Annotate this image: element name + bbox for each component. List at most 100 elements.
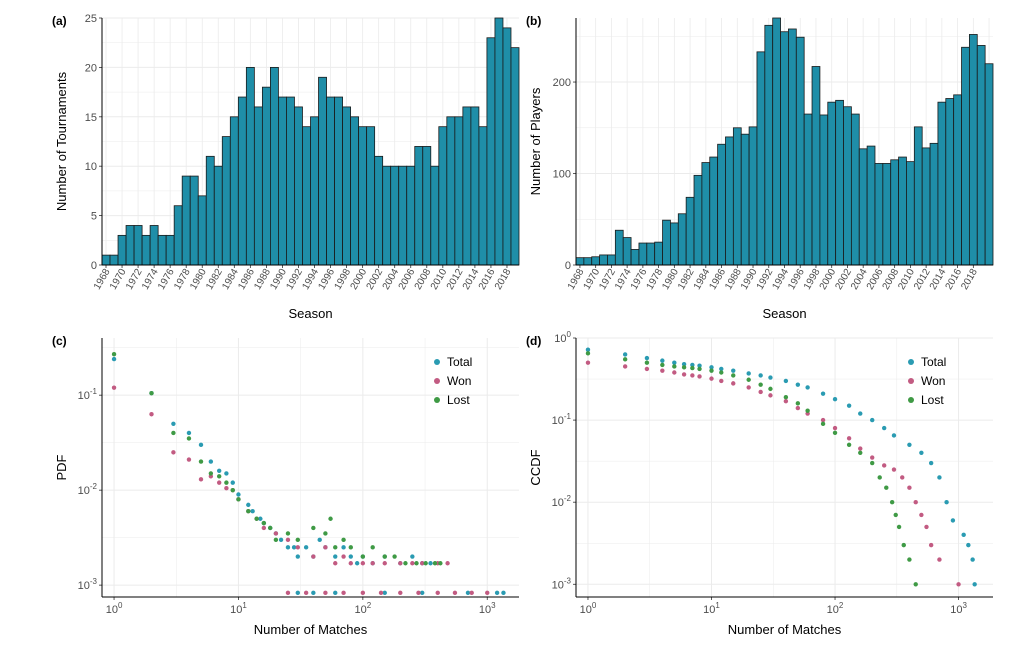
bar — [709, 156, 719, 266]
data-point-won — [370, 561, 375, 566]
data-point-lost — [438, 561, 443, 566]
bar — [173, 205, 183, 266]
data-point-won — [795, 405, 801, 411]
y-tick-label: 5 — [91, 211, 97, 223]
data-point-total — [111, 356, 117, 362]
bar — [858, 148, 868, 266]
data-point-won — [585, 360, 591, 365]
data-point-total — [870, 417, 875, 423]
bar — [157, 234, 167, 266]
y-tick-label: 100 — [554, 330, 571, 345]
bar — [165, 234, 175, 266]
data-point-total — [907, 442, 912, 448]
bar — [614, 229, 624, 266]
bar — [302, 126, 311, 266]
bar — [213, 165, 223, 266]
data-point-total — [937, 475, 942, 480]
data-point-total — [428, 561, 433, 566]
legend-label: Won — [921, 374, 945, 388]
bar — [197, 195, 207, 266]
data-point-won — [731, 381, 736, 386]
legend-marker-total — [908, 359, 914, 365]
data-point-won — [858, 446, 863, 451]
legend-marker-lost — [434, 397, 440, 403]
data-point-lost — [341, 537, 346, 543]
data-point-lost — [254, 516, 259, 521]
data-point-total — [333, 554, 338, 559]
bar — [795, 36, 805, 266]
data-point-won — [149, 412, 154, 417]
data-point-lost — [285, 531, 291, 536]
data-point-total — [258, 516, 263, 521]
bar — [984, 63, 994, 266]
data-point-lost — [795, 401, 801, 406]
data-point-won — [410, 561, 415, 566]
data-point-lost — [805, 408, 810, 413]
data-point-total — [295, 590, 301, 596]
bar — [575, 257, 585, 266]
data-point-total — [230, 480, 235, 485]
data-point-won — [420, 561, 425, 566]
data-point-total — [660, 358, 665, 363]
data-point-won — [416, 590, 421, 596]
y-tick-label: 15 — [85, 112, 97, 124]
data-point-won — [907, 485, 912, 490]
data-point-lost — [432, 561, 438, 566]
bar — [245, 67, 255, 266]
y-axis-label: Number of Players — [528, 87, 543, 195]
data-point-lost — [731, 373, 736, 378]
data-point-lost — [870, 460, 875, 466]
data-point-lost — [672, 364, 677, 369]
data-point-won — [919, 512, 924, 518]
bar — [638, 242, 648, 266]
x-tick-label: 2018 — [959, 267, 980, 292]
bar — [630, 249, 640, 266]
data-point-lost — [913, 582, 918, 587]
data-point-total — [585, 347, 591, 352]
bar — [819, 114, 829, 266]
bar — [406, 165, 416, 266]
data-point-total — [731, 368, 736, 373]
data-point-won — [186, 457, 192, 462]
data-point-won — [469, 590, 474, 596]
data-point-total — [250, 509, 255, 514]
data-point-total — [644, 355, 650, 361]
data-point-total — [928, 460, 934, 466]
data-point-total — [858, 411, 863, 416]
data-point-lost — [323, 531, 328, 536]
panel-label: (c) — [52, 334, 67, 348]
data-point-lost — [261, 520, 267, 526]
data-point-total — [216, 468, 222, 473]
data-point-lost — [884, 485, 889, 490]
data-point-lost — [907, 557, 912, 562]
data-point-total — [690, 362, 695, 368]
bar — [294, 106, 303, 266]
bar — [133, 225, 143, 266]
data-point-won — [690, 373, 695, 378]
bar — [732, 127, 742, 266]
data-point-won — [783, 398, 789, 404]
bar — [237, 96, 247, 266]
bar — [149, 225, 159, 266]
data-point-total — [382, 590, 387, 596]
bar — [945, 98, 955, 266]
bar — [286, 96, 295, 266]
y-tick-label: 10-1 — [78, 387, 98, 402]
bar — [430, 165, 440, 266]
data-point-total — [881, 425, 887, 431]
bar — [866, 145, 876, 266]
bar — [205, 155, 215, 266]
data-point-won — [719, 378, 724, 384]
x-tick-label: 103 — [950, 601, 967, 616]
data-point-lost — [246, 509, 251, 514]
data-point-won — [435, 590, 440, 596]
bar — [390, 165, 400, 266]
bar — [591, 256, 601, 266]
data-point-won — [378, 590, 384, 596]
data-point-total — [295, 554, 301, 559]
bar — [685, 196, 695, 266]
data-point-total — [768, 375, 773, 380]
data-point-lost — [901, 542, 906, 548]
bar — [827, 101, 837, 266]
bar — [125, 225, 135, 266]
